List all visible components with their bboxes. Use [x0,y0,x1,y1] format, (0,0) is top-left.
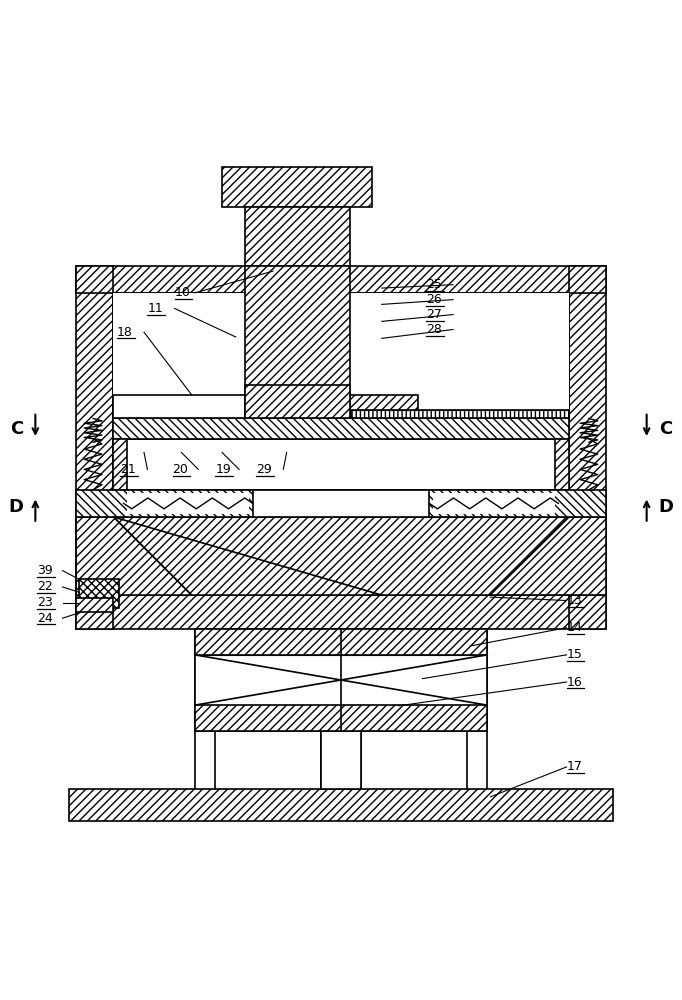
Text: 17: 17 [567,760,582,773]
Bar [321,731,361,789]
Text: 15: 15 [567,648,582,661]
Polygon shape [113,293,253,418]
Bar [113,418,569,439]
Bar [76,595,606,629]
Bar [351,410,569,418]
Polygon shape [490,517,606,595]
Bar [127,493,250,514]
Text: 29: 29 [256,463,272,476]
Bar [195,629,216,799]
Bar [466,629,487,799]
Bar [113,439,127,490]
Text: D: D [9,498,24,516]
Polygon shape [76,517,192,595]
Bar [76,598,113,612]
Bar [80,579,119,608]
Bar [195,629,487,655]
Text: 21: 21 [120,463,136,476]
Bar [76,266,606,293]
Text: 24: 24 [38,612,53,625]
Bar [70,789,612,821]
Bar [350,293,569,418]
Text: 23: 23 [38,596,53,609]
Text: C: C [10,420,23,438]
Bar [76,266,113,629]
Bar [555,439,569,490]
Polygon shape [113,517,569,595]
Text: C: C [659,420,672,438]
Text: 27: 27 [426,308,442,321]
Text: 11: 11 [147,302,163,315]
Text: 20: 20 [173,463,188,476]
Bar [222,167,372,207]
Text: 13: 13 [567,594,582,607]
Bar [569,266,606,629]
Text: 14: 14 [567,621,582,634]
Bar [245,266,350,402]
Text: 18: 18 [117,326,133,339]
Bar [76,490,606,517]
Text: 28: 28 [426,323,442,336]
Bar [245,207,350,266]
Bar [245,385,350,418]
Text: 19: 19 [216,463,231,476]
Polygon shape [351,293,569,418]
Bar [321,629,361,799]
Text: 22: 22 [38,580,53,593]
Text: 10: 10 [175,286,190,299]
Bar [113,395,245,418]
Bar [432,493,555,514]
Text: 16: 16 [567,676,582,689]
Bar [253,490,429,517]
Text: 26: 26 [426,293,442,306]
Bar [195,629,487,731]
Bar [195,705,487,731]
Text: 25: 25 [426,278,442,291]
Text: D: D [658,498,673,516]
Bar [113,293,245,418]
Bar [350,395,418,418]
Bar [113,439,569,490]
Text: 39: 39 [38,564,53,577]
